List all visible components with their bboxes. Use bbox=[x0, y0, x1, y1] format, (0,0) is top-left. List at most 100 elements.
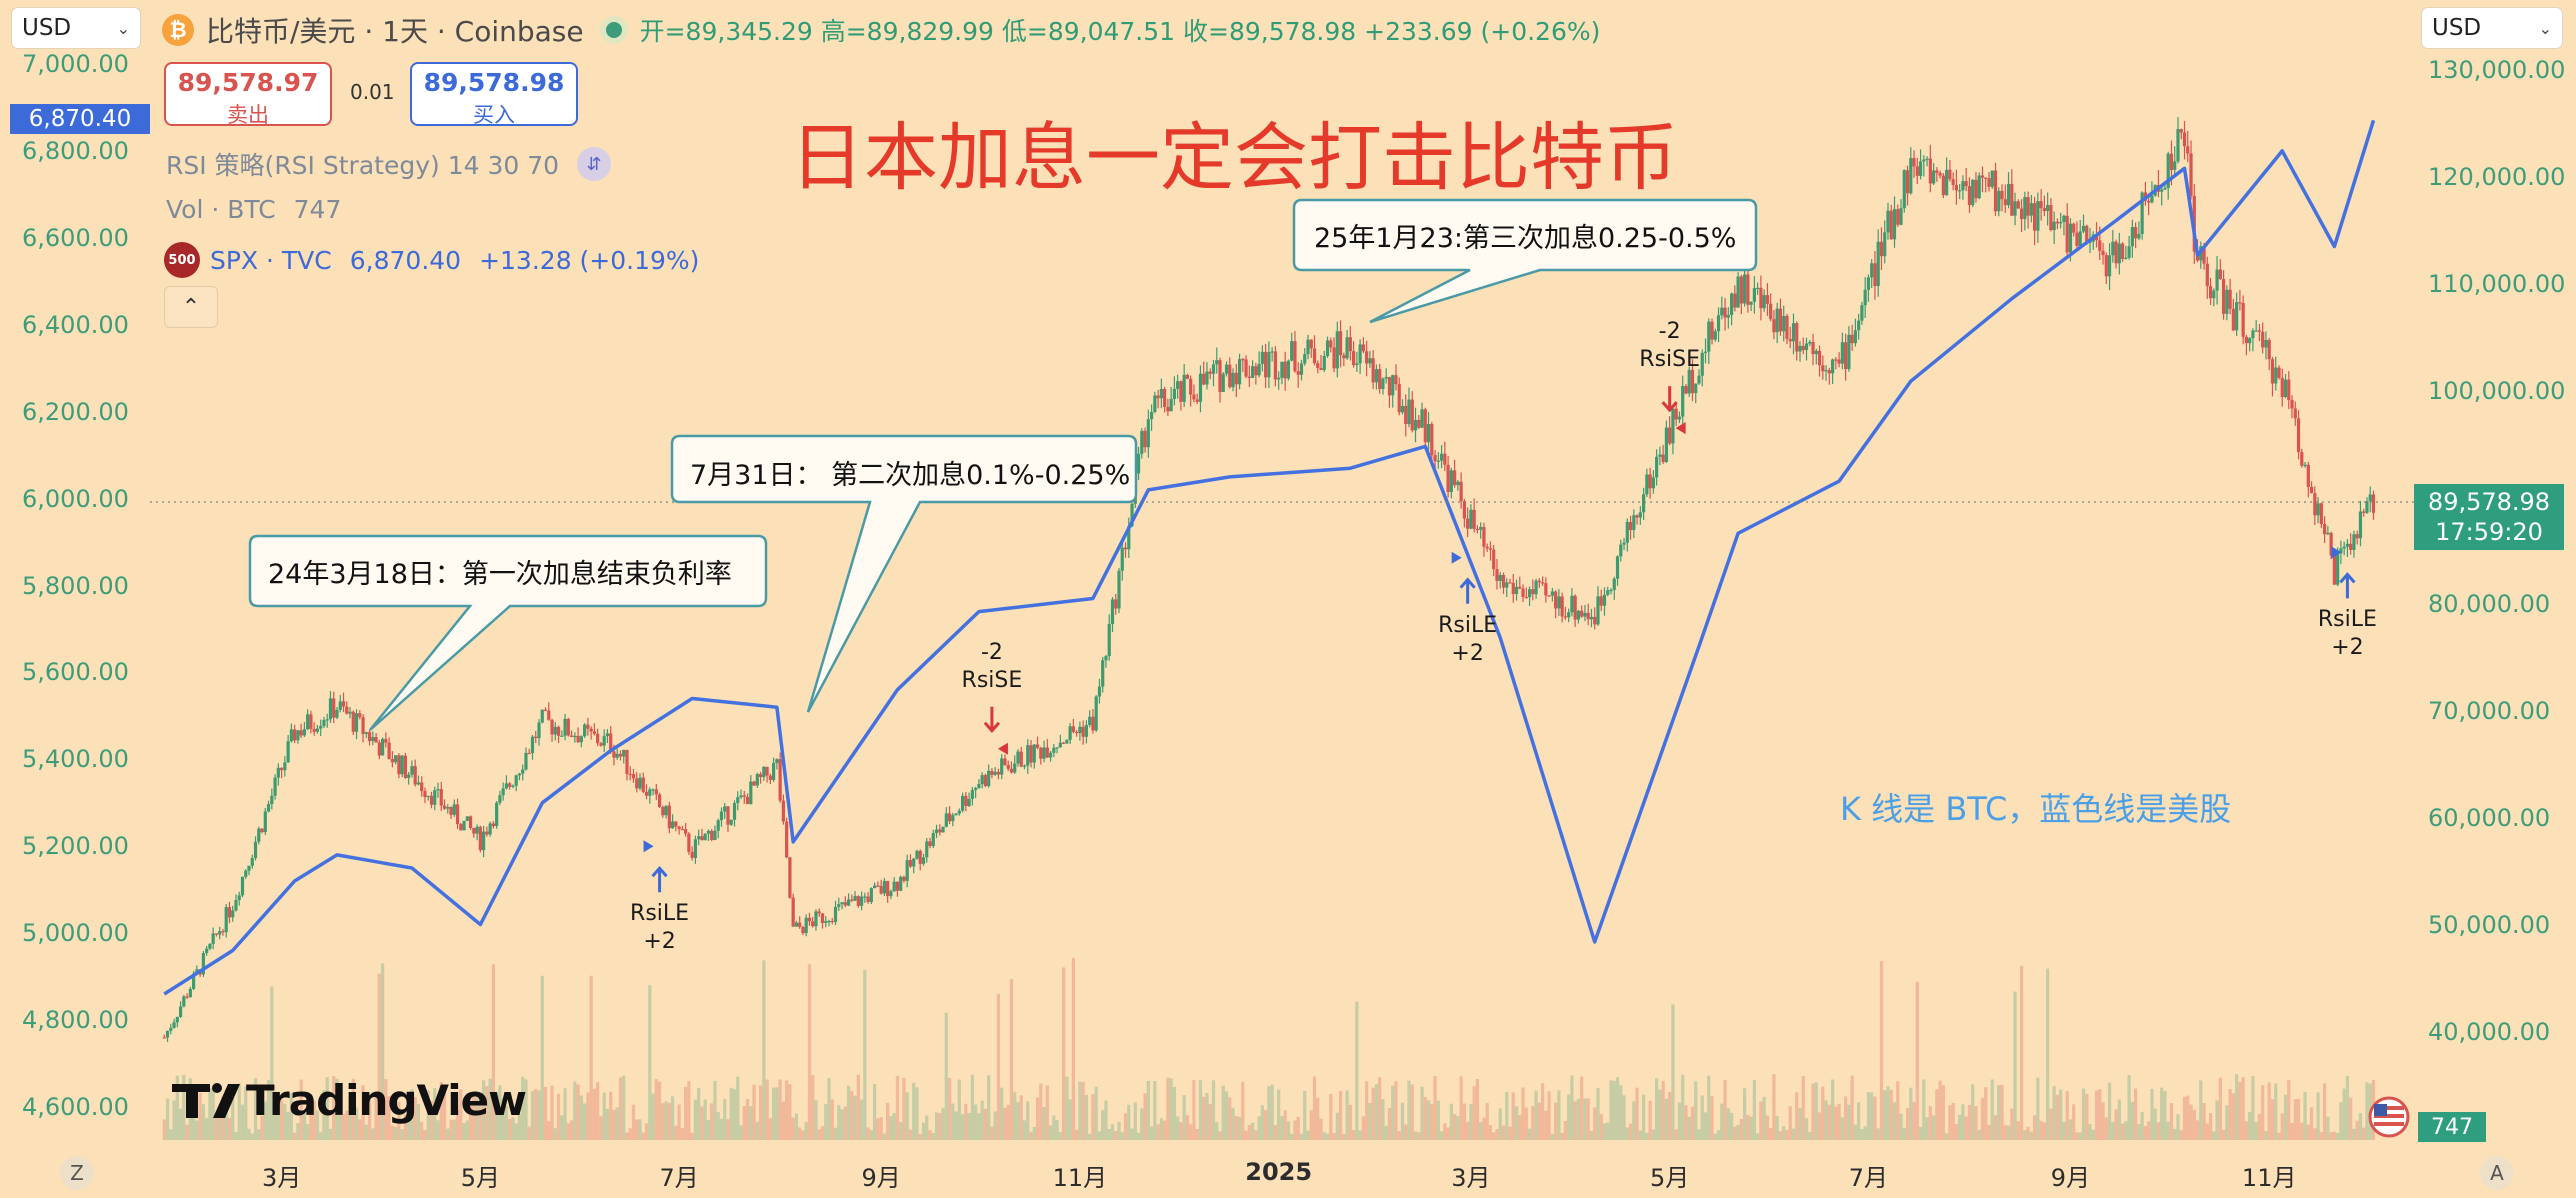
candle-body bbox=[758, 774, 763, 777]
candle-body bbox=[286, 741, 290, 763]
spx-legend[interactable]: 500 SPX · TVC 6,870.40 +13.28 (+0.19%) bbox=[164, 242, 699, 278]
volume-bar bbox=[270, 986, 274, 1140]
volume-bar bbox=[824, 1104, 828, 1140]
volume-bar bbox=[1176, 1116, 1180, 1140]
candle-body bbox=[1394, 375, 1398, 385]
volume-bar bbox=[820, 1126, 825, 1140]
sell-button[interactable]: 89,578.97 卖出 bbox=[164, 62, 332, 127]
candle-body bbox=[1778, 308, 1783, 332]
candle-body bbox=[1006, 764, 1010, 769]
volume-bar bbox=[1589, 1130, 1594, 1140]
volume-label: Vol · BTC bbox=[166, 195, 276, 224]
volume-bar bbox=[364, 1124, 368, 1140]
strategy-settings-icon[interactable]: ⇵ bbox=[577, 147, 612, 181]
rsi-strategy-legend[interactable]: RSI 策略(RSI Strategy) 14 30 70 ⇵ bbox=[166, 146, 612, 182]
candle-body bbox=[449, 807, 453, 815]
volume-bar bbox=[1967, 1104, 1972, 1140]
candle-body bbox=[439, 789, 443, 806]
volume-bar bbox=[1905, 1108, 1910, 1140]
currency-select-right[interactable]: USD ⌄ bbox=[2422, 8, 2562, 48]
candle-body bbox=[671, 821, 675, 829]
candle-body bbox=[573, 735, 577, 738]
volume-bar bbox=[1713, 1133, 1717, 1140]
volume-bar bbox=[1042, 1106, 1046, 1140]
candle-body bbox=[1775, 308, 1779, 333]
candle-body bbox=[182, 996, 186, 1007]
candle-body bbox=[1387, 377, 1392, 396]
volume-bar bbox=[1143, 1093, 1147, 1140]
candle-body bbox=[1026, 745, 1030, 766]
candle-body bbox=[1381, 378, 1385, 389]
candle-body bbox=[765, 766, 769, 776]
candle-body bbox=[2055, 221, 2060, 224]
candle-body bbox=[1514, 586, 1519, 594]
candle-body bbox=[684, 829, 688, 834]
candle-body bbox=[788, 857, 792, 898]
volume-bar bbox=[938, 1113, 942, 1140]
volume-bar bbox=[234, 1131, 238, 1140]
volume-bar bbox=[1449, 1103, 1453, 1140]
volume-legend[interactable]: Vol · BTC 747 bbox=[166, 195, 341, 224]
volume-bar bbox=[807, 964, 812, 1140]
candle-body bbox=[543, 709, 548, 711]
candle-body bbox=[1938, 172, 1942, 176]
candle-body bbox=[1091, 716, 1095, 731]
volume-bar bbox=[2062, 1121, 2066, 1140]
volume-bar bbox=[1648, 1100, 1652, 1140]
volume-bar bbox=[1694, 1081, 1698, 1140]
volume-bar bbox=[1498, 1108, 1502, 1140]
volume-bar bbox=[2029, 1131, 2033, 1140]
currency-select-left[interactable]: USD ⌄ bbox=[12, 8, 140, 48]
candle-body bbox=[2179, 129, 2183, 133]
volume-bar bbox=[697, 1087, 701, 1140]
candle-body bbox=[674, 821, 678, 827]
chevron-down-icon: ⌄ bbox=[2538, 18, 2552, 38]
volume-bar bbox=[856, 1074, 860, 1140]
candle-body bbox=[1850, 334, 1854, 344]
zoom-reset-button[interactable]: Z bbox=[60, 1156, 94, 1190]
left-axis-tick: 6,800.00 bbox=[22, 136, 129, 165]
buy-button[interactable]: 89,578.98 买入 bbox=[410, 62, 578, 127]
candle-body bbox=[452, 804, 456, 815]
collapse-legend-button[interactable]: ⌃ bbox=[164, 286, 218, 328]
volume-bar bbox=[1368, 1102, 1372, 1140]
candle-body bbox=[677, 826, 681, 830]
volume-bar bbox=[1264, 1110, 1268, 1140]
candle-body bbox=[537, 722, 541, 739]
candle-body bbox=[908, 860, 913, 867]
candle-body bbox=[2306, 464, 2310, 487]
candle-body bbox=[2208, 286, 2213, 299]
volume-bar bbox=[1286, 1121, 1291, 1140]
candle-body bbox=[987, 770, 991, 787]
volume-bar bbox=[2042, 1122, 2046, 1140]
auto-scale-button[interactable]: A bbox=[2480, 1156, 2514, 1190]
candle-body bbox=[2280, 377, 2284, 398]
volume-bar bbox=[1909, 1087, 1913, 1140]
candle-body bbox=[1003, 758, 1007, 765]
volume-bar bbox=[2140, 1111, 2144, 1140]
volume-bar bbox=[371, 1128, 375, 1140]
volume-bar bbox=[2163, 1091, 2167, 1140]
symbol-title[interactable]: 比特币/美元 · 1天 · Coinbase bbox=[206, 15, 584, 48]
candle-body bbox=[2039, 201, 2043, 209]
volume-bar bbox=[1407, 1080, 1411, 1140]
candle-body bbox=[1677, 416, 1682, 420]
left-axis-tick: 4,600.00 bbox=[22, 1093, 129, 1121]
candle-body bbox=[1583, 612, 1587, 617]
candle-body bbox=[1729, 293, 1734, 315]
candle-body bbox=[1456, 481, 1460, 486]
candle-body bbox=[993, 771, 997, 775]
market-status-icon bbox=[605, 22, 622, 38]
us-flag-icon[interactable] bbox=[2368, 1096, 2410, 1138]
candle-body bbox=[755, 774, 759, 786]
candle-body bbox=[2274, 367, 2278, 384]
volume-bar bbox=[947, 1077, 952, 1140]
candle-body bbox=[1560, 596, 1564, 617]
volume-bar bbox=[2339, 1102, 2343, 1140]
volume-bar bbox=[1273, 1125, 1278, 1140]
candle-body bbox=[2081, 225, 2086, 232]
volume-bar bbox=[768, 1118, 772, 1140]
candle-body bbox=[775, 759, 779, 763]
candle-body bbox=[1586, 612, 1590, 620]
